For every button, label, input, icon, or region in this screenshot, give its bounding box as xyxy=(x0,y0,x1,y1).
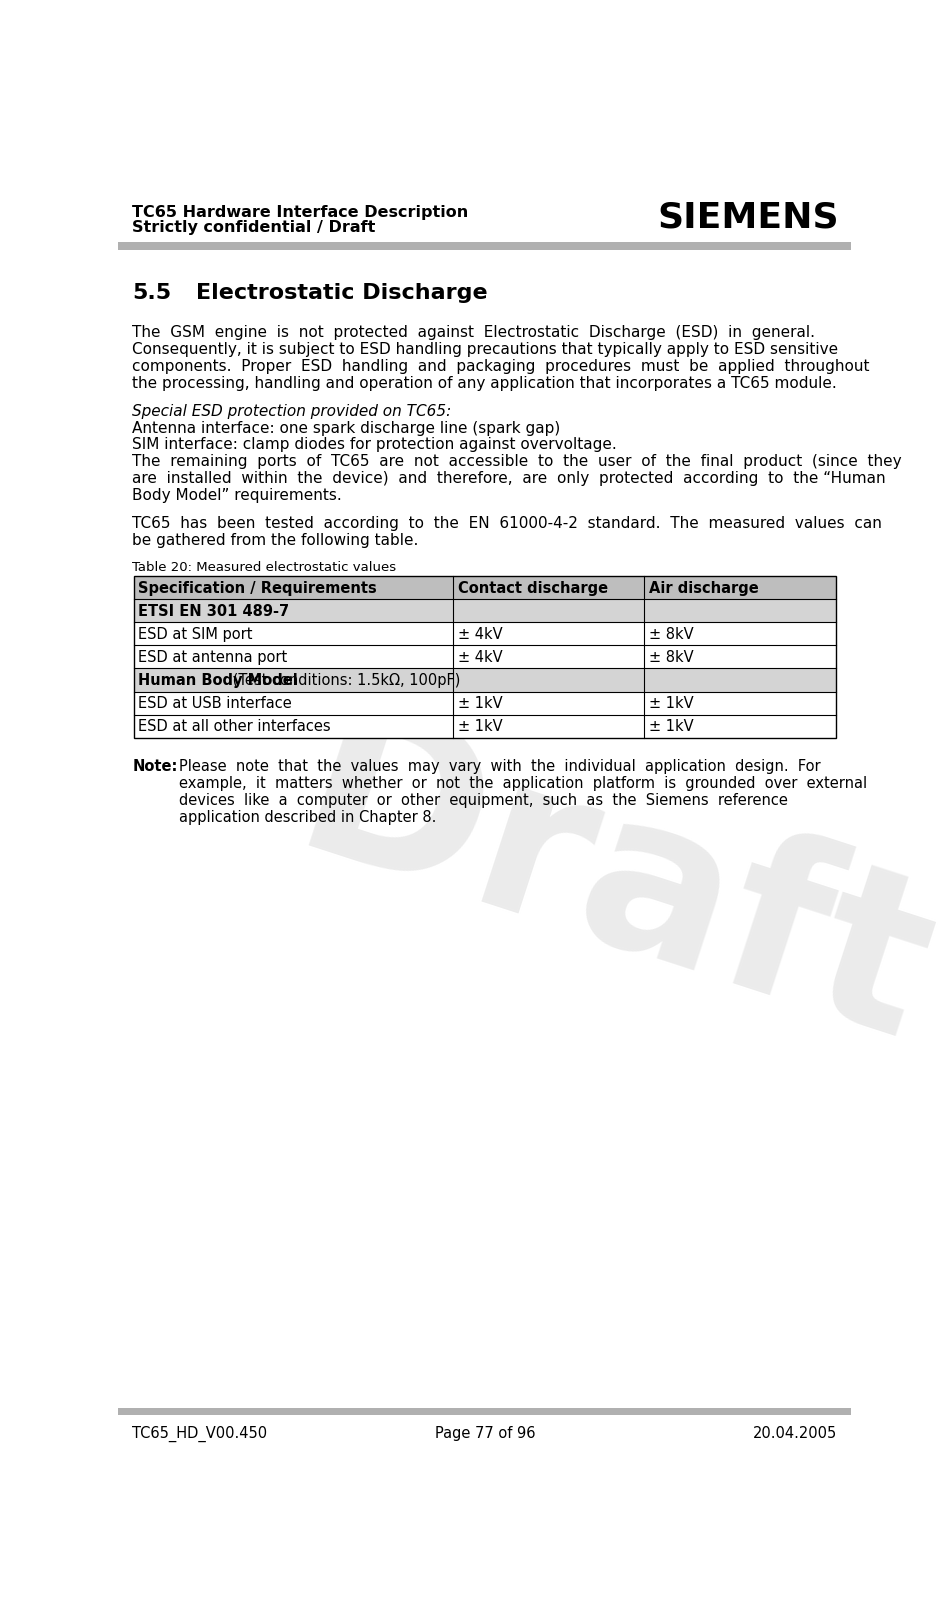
Text: Strictly confidential / Draft: Strictly confidential / Draft xyxy=(132,220,376,235)
Text: Specification / Requirements: Specification / Requirements xyxy=(138,581,377,595)
Text: Consequently, it is subject to ESD handling precautions that typically apply to : Consequently, it is subject to ESD handl… xyxy=(132,341,838,358)
Text: Table 20: Measured electrostatic values: Table 20: Measured electrostatic values xyxy=(132,561,396,574)
Text: ESD at SIM port: ESD at SIM port xyxy=(138,626,253,642)
Text: 20.04.2005: 20.04.2005 xyxy=(753,1425,837,1442)
Bar xyxy=(133,576,836,738)
Bar xyxy=(118,243,851,249)
Text: Human Body Model: Human Body Model xyxy=(138,673,298,688)
Text: Antenna interface: one spark discharge line (spark gap): Antenna interface: one spark discharge l… xyxy=(132,421,560,435)
Text: Please  note  that  the  values  may  vary  with  the  individual  application  : Please note that the values may vary wit… xyxy=(179,759,820,775)
Text: be gathered from the following table.: be gathered from the following table. xyxy=(132,532,418,549)
Text: TC65  has  been  tested  according  to  the  EN  61000-4-2  standard.  The  meas: TC65 has been tested according to the EN… xyxy=(132,516,882,531)
Text: components.  Proper  ESD  handling  and  packaging  procedures  must  be  applie: components. Proper ESD handling and pack… xyxy=(132,359,869,374)
Text: Special ESD protection provided on TC65:: Special ESD protection provided on TC65: xyxy=(132,403,451,419)
Bar xyxy=(133,715,836,738)
Bar xyxy=(133,576,836,599)
Bar xyxy=(133,646,836,668)
Text: The  GSM  engine  is  not  protected  against  Electrostatic  Discharge  (ESD)  : The GSM engine is not protected against … xyxy=(132,325,815,340)
Text: The  remaining  ports  of  TC65  are  not  accessible  to  the  user  of  the  f: The remaining ports of TC65 are not acce… xyxy=(132,455,902,469)
Text: TC65 Hardware Interface Description: TC65 Hardware Interface Description xyxy=(132,205,468,220)
Text: 5.5: 5.5 xyxy=(132,283,171,303)
Bar xyxy=(133,668,836,691)
Bar xyxy=(133,599,836,623)
Text: are  installed  within  the  device)  and  therefore,  are  only  protected  acc: are installed within the device) and the… xyxy=(132,471,885,487)
Bar xyxy=(133,623,836,646)
Text: ± 1kV: ± 1kV xyxy=(458,720,502,735)
Text: example,  it  matters  whether  or  not  the  application  platform  is  grounde: example, it matters whether or not the a… xyxy=(179,777,867,791)
Text: SIM interface: clamp diodes for protection against overvoltage.: SIM interface: clamp diodes for protecti… xyxy=(132,437,617,453)
Bar xyxy=(118,1408,851,1416)
Text: Electrostatic Discharge: Electrostatic Discharge xyxy=(196,283,487,303)
Text: Body Model” requirements.: Body Model” requirements. xyxy=(132,489,342,503)
Text: the processing, handling and operation of any application that incorporates a TC: the processing, handling and operation o… xyxy=(132,375,837,392)
Text: Note:: Note: xyxy=(132,759,178,775)
Text: Draft: Draft xyxy=(273,686,946,1089)
Text: ± 4kV: ± 4kV xyxy=(458,626,502,642)
Text: ESD at USB interface: ESD at USB interface xyxy=(138,696,292,712)
Bar xyxy=(133,691,836,715)
Text: Air discharge: Air discharge xyxy=(649,581,759,595)
Text: ± 8kV: ± 8kV xyxy=(649,650,693,665)
Text: ± 4kV: ± 4kV xyxy=(458,650,502,665)
Text: ± 1kV: ± 1kV xyxy=(458,696,502,712)
Text: Contact discharge: Contact discharge xyxy=(458,581,608,595)
Text: devices  like  a  computer  or  other  equipment,  such  as  the  Siemens  refer: devices like a computer or other equipme… xyxy=(179,793,788,809)
Text: Page 77 of 96: Page 77 of 96 xyxy=(434,1425,535,1442)
Text: ± 1kV: ± 1kV xyxy=(649,696,693,712)
Text: application described in Chapter 8.: application described in Chapter 8. xyxy=(179,811,436,825)
Text: ETSI EN 301 489-7: ETSI EN 301 489-7 xyxy=(138,604,289,618)
Text: ESD at antenna port: ESD at antenna port xyxy=(138,650,288,665)
Text: (Test conditions: 1.5kΩ, 100pF): (Test conditions: 1.5kΩ, 100pF) xyxy=(228,673,460,688)
Text: SIEMENS: SIEMENS xyxy=(657,201,839,235)
Text: ESD at all other interfaces: ESD at all other interfaces xyxy=(138,720,331,735)
Text: TC65_HD_V00.450: TC65_HD_V00.450 xyxy=(132,1425,268,1442)
Text: ± 1kV: ± 1kV xyxy=(649,720,693,735)
Text: ± 8kV: ± 8kV xyxy=(649,626,693,642)
